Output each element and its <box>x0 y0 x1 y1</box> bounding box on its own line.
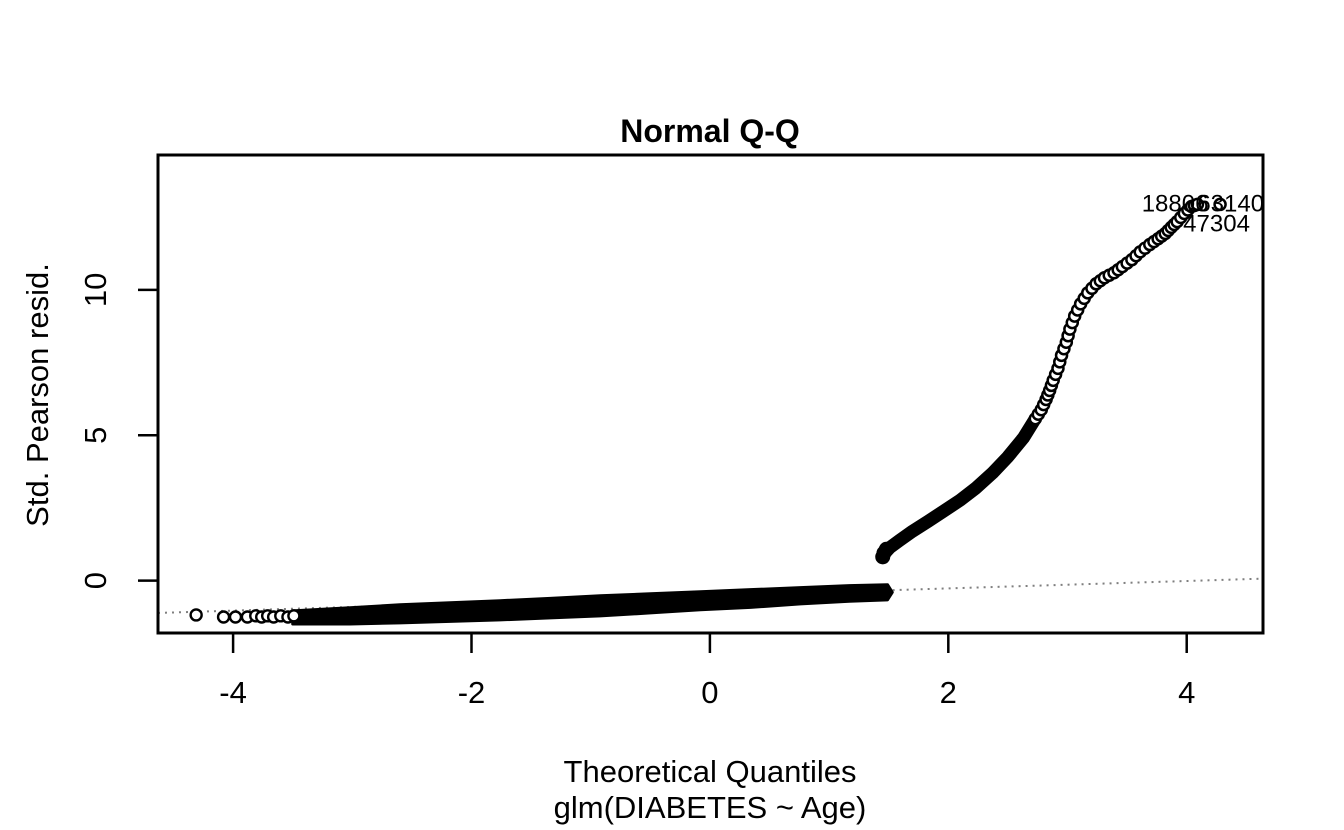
x-tick-label: -4 <box>219 675 247 710</box>
data-point <box>216 610 231 624</box>
plot-title: Normal Q-Q <box>620 113 800 149</box>
data-point <box>287 609 301 623</box>
x-axis-title: Theoretical Quantiles <box>564 754 857 789</box>
extreme-point-label: 18806 <box>1142 190 1209 217</box>
y-tick-label: 10 <box>78 273 113 307</box>
x-tick-label: 0 <box>701 675 718 710</box>
lower-residual-band <box>291 583 894 626</box>
extreme-point-label: 63140 <box>1197 190 1264 217</box>
x-tick-label: 4 <box>1178 675 1195 710</box>
x-tick-label: -2 <box>458 675 486 710</box>
data-point <box>1190 197 1205 212</box>
model-sublabel: glm(DIABETES ~ Age) <box>554 790 867 825</box>
y-tick-label: 0 <box>78 572 113 589</box>
data-point <box>189 608 203 622</box>
y-axis-title: Std. Pearson resid. <box>20 263 55 527</box>
y-tick-label: 5 <box>78 427 113 444</box>
data-point <box>1213 197 1227 212</box>
upper-residual-band <box>876 412 1042 562</box>
x-tick-label: 2 <box>940 675 957 710</box>
data-point <box>228 610 243 624</box>
plot-box <box>156 153 1265 635</box>
extreme-point-label: 47304 <box>1183 211 1250 238</box>
